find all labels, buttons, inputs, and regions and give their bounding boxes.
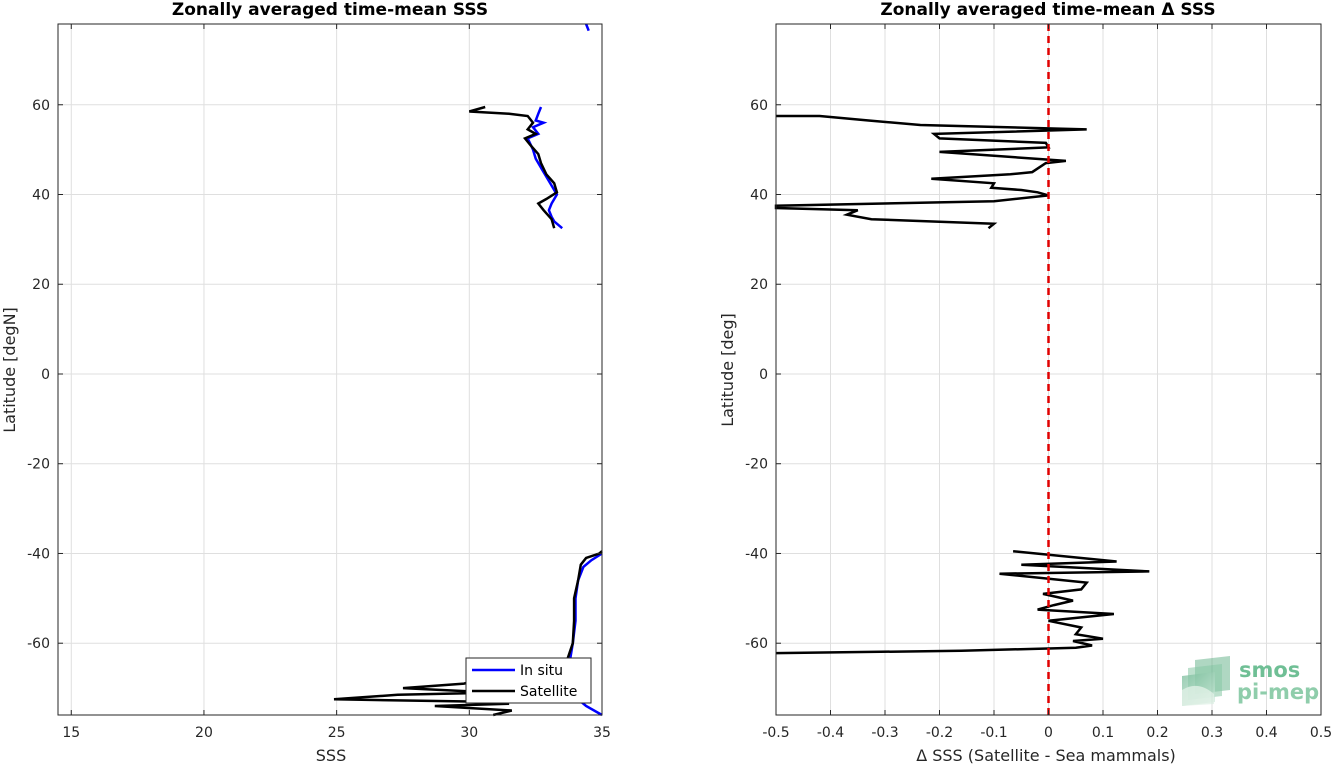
right-x-tick-label: 0.4 [1255,725,1277,741]
right-chart-x-label: Δ SSS (Satellite - Sea mammals) [916,746,1176,765]
left-series-satellite-line [468,105,559,229]
left-y-tick-label: -60 [27,636,50,652]
right-x-tick-label: -0.4 [817,725,844,741]
left-y-tick-label: -20 [27,457,50,473]
left-x-tick-label: 15 [62,725,80,741]
legend: In situ Satellite [465,657,592,704]
right-x-tick-label: 0.3 [1201,725,1223,741]
right-y-tick-label: -40 [745,546,768,562]
left-x-tick-label: 35 [593,725,611,741]
right-series-delta-sss-line [775,549,1150,655]
right-chart-title: Zonally averaged time-mean Δ SSS [880,0,1215,20]
smos-pi-mep-logo: smos pi-mep [1182,656,1319,706]
left-x-tick-label: 30 [460,725,478,741]
legend-label-in-situ: In situ [520,663,563,679]
left-x-tick-label: 25 [328,725,346,741]
left-chart-ticks: 15 20 25 30 35 -60 -40 -20 0 20 40 60 [27,24,611,741]
right-x-tick-label: -0.5 [762,725,789,741]
right-chart-ticks: -0.5 -0.4 -0.3 -0.2 -0.1 0 0.1 0.2 0.3 0.4 0.5 -60 -… [745,24,1332,741]
logo-line1: smos [1239,658,1300,682]
right-chart-plot-area [774,24,1150,715]
left-chart-axes-box [57,23,603,716]
right-y-tick-label: 40 [750,188,768,204]
right-series-delta-sss-line [774,114,1087,230]
right-x-tick-label: -0.3 [871,725,898,741]
right-y-tick-label: 0 [759,367,768,383]
left-x-tick-label: 20 [195,725,213,741]
left-y-tick-label: -40 [27,546,50,562]
right-y-tick-label: 20 [750,277,768,293]
left-chart-grid [58,24,603,715]
right-chart-y-label: Latitude [deg] [718,313,737,427]
left-y-tick-label: 60 [32,98,50,114]
right-x-tick-label: 0.2 [1146,725,1168,741]
right-x-tick-label: 0 [1044,725,1053,741]
right-chart: Zonally averaged time-mean Δ SSS -0.5 -0.… [718,0,1332,765]
logo-line2: pi-mep [1237,680,1319,704]
left-chart-title: Zonally averaged time-mean SSS [172,0,488,20]
left-chart-x-label: SSS [316,746,346,765]
right-x-tick-label: 0.5 [1310,725,1332,741]
logo-layers-icon [1182,656,1230,706]
left-series-in-situ-line [584,23,590,32]
left-series-in-situ-line [526,106,564,230]
legend-label-satellite: Satellite [520,684,577,700]
left-chart-y-label: Latitude [degN] [0,307,19,433]
right-x-tick-label: -0.1 [980,725,1007,741]
left-y-tick-label: 0 [41,367,50,383]
right-chart-grid [775,24,1322,715]
right-y-tick-label: 60 [750,98,768,114]
right-x-tick-label: -0.2 [926,725,953,741]
legend-box [465,657,592,704]
right-y-tick-label: -20 [745,457,768,473]
right-x-tick-label: 0.1 [1092,725,1114,741]
right-y-tick-label: -60 [745,636,768,652]
left-y-tick-label: 20 [32,277,50,293]
left-y-tick-label: 40 [32,188,50,204]
left-chart: Zonally averaged time-mean SSS 15 20 25 30 3… [0,0,611,765]
left-chart-background [58,24,602,715]
